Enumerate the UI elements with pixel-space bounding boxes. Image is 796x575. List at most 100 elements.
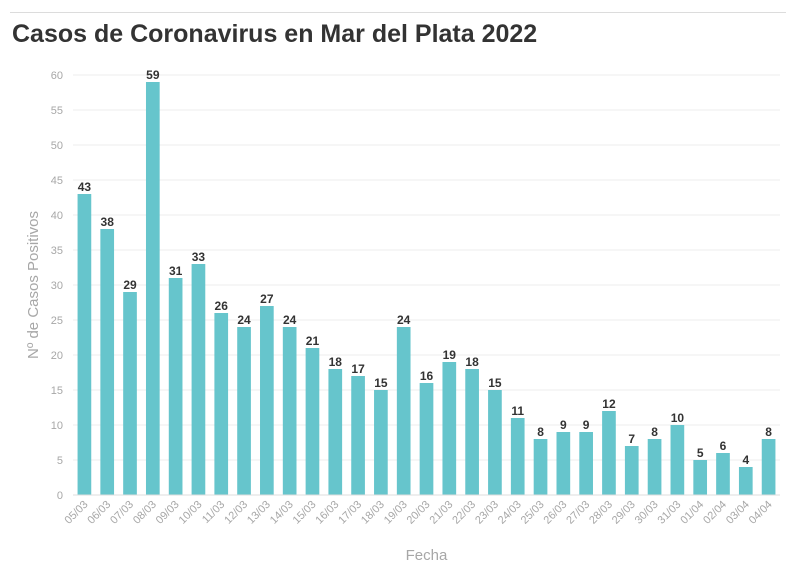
x-tick-label: 20/03: [405, 499, 433, 527]
x-tick-label: 10/03: [177, 499, 205, 527]
data-label: 7: [628, 432, 635, 446]
bar: [465, 369, 479, 495]
data-label: 8: [765, 425, 772, 439]
bar: [716, 453, 730, 495]
x-tick-label: 19/03: [382, 499, 410, 527]
bar: [761, 439, 776, 495]
x-tick-label: 18/03: [359, 499, 387, 527]
bar: [738, 467, 753, 495]
data-label: 16: [420, 369, 434, 383]
bar: [145, 82, 160, 495]
bar: [168, 278, 183, 495]
bar: [77, 194, 92, 495]
x-tick-label: 14/03: [268, 499, 296, 527]
x-axis-ticks: 05/0306/0307/0308/0309/0310/0311/0312/03…: [63, 499, 775, 527]
bar: [305, 348, 320, 495]
data-label: 9: [583, 418, 590, 432]
x-tick-label: 26/03: [542, 499, 570, 527]
bar: [351, 376, 365, 495]
data-label: 24: [397, 313, 411, 327]
data-label: 43: [78, 180, 92, 194]
bar: [374, 390, 388, 495]
bar: [579, 432, 593, 495]
data-label: 8: [537, 425, 544, 439]
x-tick-label: 21/03: [427, 499, 455, 527]
data-label: 24: [283, 313, 297, 327]
bar: [237, 327, 251, 495]
data-label: 29: [123, 278, 137, 292]
x-tick-label: 23/03: [473, 499, 501, 527]
data-label: 18: [329, 355, 343, 369]
y-axis-ticks: 0 5 10 15 20 25 30 35 40 45 50 55 60: [51, 70, 63, 502]
bar: [214, 313, 229, 495]
data-label: 8: [651, 425, 658, 439]
x-tick-label: 13/03: [245, 499, 273, 527]
data-label: 38: [101, 215, 115, 229]
data-label: 24: [237, 313, 251, 327]
x-tick-label: 06/03: [85, 499, 113, 527]
top-divider: [10, 12, 786, 13]
x-tick-label: 07/03: [108, 499, 136, 527]
bar: [510, 418, 525, 495]
bar: [123, 292, 137, 495]
x-tick-label: 11/03: [200, 499, 227, 526]
x-tick-label: 27/03: [564, 499, 592, 527]
bar: [533, 439, 548, 495]
x-tick-label: 24/03: [496, 499, 524, 527]
bar: [647, 439, 662, 495]
x-tick-label: 02/04: [701, 499, 729, 527]
y-tick-label: 5: [57, 455, 63, 467]
y-axis-title: Nº de Casos Positivos: [25, 211, 42, 359]
data-label: 4: [742, 453, 749, 467]
x-tick-label: 09/03: [154, 499, 182, 527]
data-label: 19: [443, 348, 457, 362]
data-label: 11: [511, 404, 524, 418]
bar: [670, 425, 685, 495]
data-label: 18: [465, 355, 479, 369]
data-label: 10: [671, 411, 685, 425]
y-tick-label: 10: [51, 420, 63, 432]
y-tick-label: 30: [51, 280, 63, 292]
y-tick-label: 55: [51, 105, 63, 117]
x-tick-label: 25/03: [519, 499, 547, 527]
x-axis-title: Fecha: [406, 547, 448, 564]
chart-title: Casos de Coronavirus en Mar del Plata 20…: [12, 20, 538, 48]
x-tick-label: 28/03: [587, 499, 615, 527]
x-tick-label: 15/03: [291, 499, 319, 527]
data-label: 9: [560, 418, 567, 432]
bar: [282, 327, 297, 495]
gridlines: [73, 74, 780, 461]
y-tick-label: 60: [51, 70, 63, 82]
data-label: 17: [351, 362, 365, 376]
y-tick-label: 15: [51, 385, 63, 397]
bar: [396, 327, 411, 495]
data-label: 59: [146, 68, 160, 82]
y-tick-label: 20: [51, 350, 63, 362]
data-label: 21: [306, 334, 320, 348]
data-label: 6: [720, 439, 727, 453]
x-tick-label: 08/03: [131, 499, 159, 527]
x-tick-label: 05/03: [63, 499, 91, 527]
x-tick-label: 22/03: [450, 499, 478, 527]
bar: [624, 446, 639, 495]
bar: [100, 229, 115, 495]
y-tick-label: 40: [51, 210, 63, 222]
x-tick-label: 01/04: [678, 499, 706, 527]
y-tick-label: 35: [51, 245, 63, 257]
data-label: 31: [169, 264, 183, 278]
bar: [328, 369, 343, 495]
x-tick-label: 12/03: [222, 499, 250, 527]
x-tick-label: 30/03: [633, 499, 661, 527]
data-label: 33: [192, 250, 206, 264]
data-label: 15: [488, 376, 502, 390]
bar: [419, 383, 434, 495]
x-tick-label: 31/03: [656, 499, 684, 527]
x-tick-label: 16/03: [313, 499, 341, 527]
data-label: 26: [215, 299, 229, 313]
data-label: 12: [602, 397, 616, 411]
x-tick-label: 17/03: [336, 499, 364, 527]
bar: [556, 432, 571, 495]
bar: [442, 362, 457, 495]
